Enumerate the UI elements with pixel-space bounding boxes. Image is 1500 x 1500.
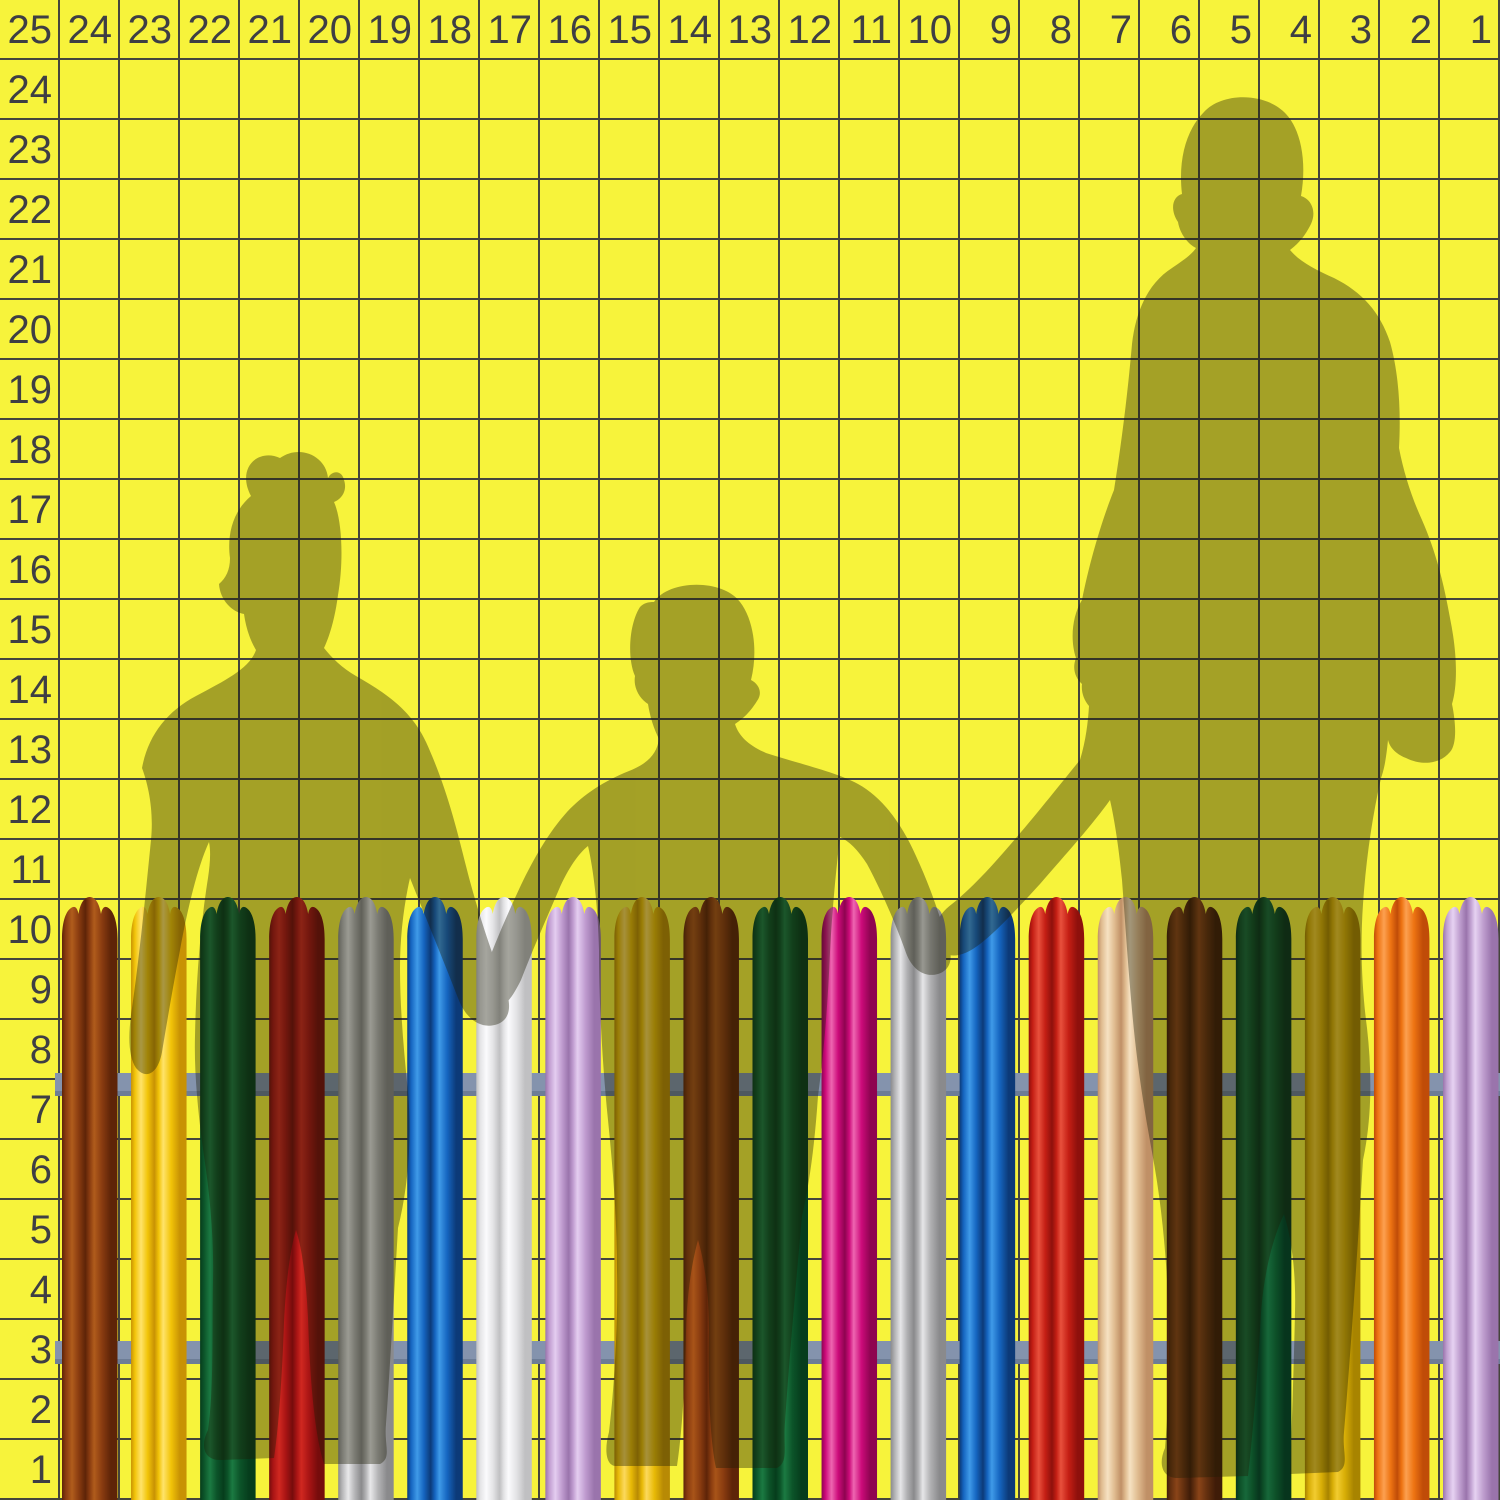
- row-label-19: 19: [7, 368, 53, 412]
- col-label-11: 11: [850, 8, 892, 52]
- row-label-18: 18: [7, 428, 53, 472]
- boy-silhouette: [479, 584, 951, 1468]
- fence-post-blue: [959, 897, 1016, 1500]
- col-label-7: 7: [1109, 8, 1132, 52]
- col-label-9: 9: [989, 8, 1012, 52]
- col-label-1: 1: [1469, 8, 1492, 52]
- fence-post-dark-green: [1235, 897, 1292, 1500]
- row-label-13: 13: [7, 728, 53, 772]
- col-label-19: 19: [367, 8, 413, 52]
- fence-post-lilac: [1443, 897, 1499, 1500]
- fence-post-gold: [131, 897, 187, 1500]
- col-label-14: 14: [667, 8, 713, 52]
- row-label-21: 21: [7, 248, 53, 292]
- row-label-14: 14: [7, 668, 53, 712]
- fence-post-brown: [62, 897, 118, 1500]
- fence-post-dark-red: [269, 897, 325, 1500]
- col-label-10: 10: [907, 8, 953, 52]
- col-label-22: 22: [187, 8, 233, 52]
- fence-post-gold: [1304, 897, 1361, 1500]
- col-label-5: 5: [1229, 8, 1252, 52]
- fence-post-orange: [1373, 897, 1430, 1500]
- fence-post-magenta: [821, 897, 878, 1500]
- fence-post-lilac: [545, 897, 601, 1500]
- col-label-2: 2: [1409, 8, 1432, 52]
- row-label-12: 12: [7, 788, 53, 832]
- fence-posts: [62, 897, 1499, 1500]
- col-label-12: 12: [787, 8, 833, 52]
- row-label-8: 8: [29, 1028, 52, 1072]
- row-label-3: 3: [29, 1328, 52, 1372]
- row-label-4: 4: [29, 1268, 52, 1312]
- col-label-24: 24: [67, 8, 113, 52]
- row-label-22: 22: [7, 188, 53, 232]
- col-label-3: 3: [1349, 8, 1372, 52]
- col-label-23: 23: [127, 8, 173, 52]
- col-label-13: 13: [727, 8, 773, 52]
- row-label-20: 20: [7, 308, 53, 352]
- row-label-23: 23: [7, 128, 53, 172]
- row-label-24: 24: [7, 68, 53, 112]
- col-label-16: 16: [547, 8, 593, 52]
- woman-silhouette: [129, 451, 510, 1465]
- row-label-16: 16: [7, 548, 53, 592]
- row-label-10: 10: [7, 908, 53, 952]
- col-label-15: 15: [607, 8, 653, 52]
- col-label-8: 8: [1049, 8, 1072, 52]
- family-silhouettes: [129, 97, 1456, 1478]
- fence-post-gold: [614, 897, 670, 1500]
- col-label-25: 25: [7, 8, 53, 52]
- row-label-11: 11: [10, 848, 52, 892]
- fence-post-silver: [890, 897, 947, 1500]
- fence-post-silver: [338, 897, 394, 1500]
- col-label-20: 20: [307, 8, 353, 52]
- col-label-21: 21: [247, 8, 293, 52]
- row-label-7: 7: [29, 1088, 52, 1132]
- fence-post-tan: [1097, 897, 1154, 1500]
- fence-post-white: [476, 897, 532, 1500]
- fence-post-dark-green: [200, 897, 256, 1500]
- fence-post-brown: [683, 897, 739, 1500]
- row-label-6: 6: [29, 1148, 52, 1192]
- row-label-1: 1: [29, 1448, 52, 1492]
- fence-post-dark-green: [752, 897, 808, 1500]
- row-label-17: 17: [7, 488, 53, 532]
- row-label-2: 2: [29, 1388, 52, 1432]
- col-label-18: 18: [427, 8, 473, 52]
- col-label-4: 4: [1289, 8, 1312, 52]
- row-label-15: 15: [7, 608, 53, 652]
- fence-post-red: [1028, 897, 1085, 1500]
- fence-post-blue: [407, 897, 463, 1500]
- row-label-5: 5: [29, 1208, 52, 1252]
- col-label-17: 17: [487, 8, 533, 52]
- row-label-9: 9: [29, 968, 52, 1012]
- fence-post-dark-brown: [1166, 897, 1223, 1500]
- man-with-child-silhouette: [934, 97, 1456, 1478]
- col-label-6: 6: [1169, 8, 1192, 52]
